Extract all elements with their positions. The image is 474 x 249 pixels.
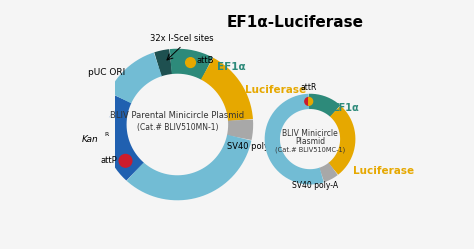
Text: (Cat.# BLIV510MN-1): (Cat.# BLIV510MN-1) xyxy=(137,123,218,132)
Text: EF1α: EF1α xyxy=(332,103,358,113)
Text: Luciferase: Luciferase xyxy=(245,85,306,95)
Text: Luciferase: Luciferase xyxy=(353,166,414,176)
Text: 32x I-SceI sites: 32x I-SceI sites xyxy=(150,34,214,43)
Text: attP: attP xyxy=(101,156,118,165)
Text: (Cat.# BLIV510MC-1): (Cat.# BLIV510MC-1) xyxy=(275,146,345,153)
Text: EF1α: EF1α xyxy=(217,62,246,72)
Wedge shape xyxy=(305,98,309,105)
Wedge shape xyxy=(309,98,313,105)
Text: Kan: Kan xyxy=(82,135,98,144)
Text: BLIV Minicircle: BLIV Minicircle xyxy=(282,129,338,138)
Text: attR: attR xyxy=(301,83,317,92)
Text: pUC ORI: pUC ORI xyxy=(88,68,126,77)
Text: SV40 poly-A: SV40 poly-A xyxy=(228,142,278,151)
Text: Plasmid: Plasmid xyxy=(295,137,325,146)
Text: attB: attB xyxy=(197,56,214,65)
Text: EF1α-Luciferase: EF1α-Luciferase xyxy=(227,15,364,30)
Text: R: R xyxy=(105,131,109,136)
Circle shape xyxy=(119,154,132,167)
Circle shape xyxy=(186,58,195,67)
Text: SV40 poly-A: SV40 poly-A xyxy=(292,181,338,190)
Text: BLIV Parental Minicircle Plasmid: BLIV Parental Minicircle Plasmid xyxy=(110,111,245,120)
